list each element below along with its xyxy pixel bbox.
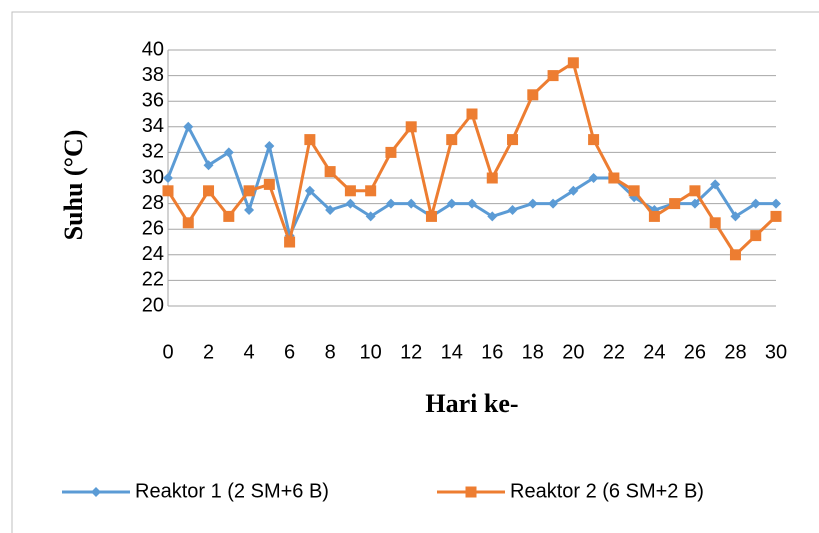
x-tick-label: 18 <box>522 341 544 363</box>
y-tick-label: 20 <box>142 294 164 316</box>
marker <box>406 198 417 209</box>
marker <box>324 166 336 178</box>
marker <box>608 172 620 184</box>
marker <box>527 89 539 101</box>
marker <box>750 198 761 209</box>
x-tick-label: 28 <box>724 341 746 363</box>
x-tick-label: 10 <box>360 341 382 363</box>
marker <box>425 210 437 222</box>
marker <box>568 185 579 196</box>
marker <box>507 134 519 146</box>
x-tick-label: 14 <box>441 341 463 363</box>
marker <box>344 185 356 197</box>
marker <box>729 249 741 261</box>
marker <box>325 205 336 215</box>
marker <box>182 217 194 229</box>
marker <box>163 173 173 183</box>
marker <box>304 134 316 146</box>
marker <box>710 179 721 190</box>
marker <box>730 211 741 222</box>
marker <box>345 198 356 209</box>
y-tick-label: 28 <box>142 192 164 214</box>
marker <box>162 185 174 197</box>
x-tick-label: 16 <box>481 341 503 363</box>
legend-label: Reaktor 1 (2 SM+6 B) <box>135 480 329 502</box>
legend-item: Reaktor 2 (6 SM+2 B) <box>437 480 704 502</box>
y-tick-label: 40 <box>142 38 164 60</box>
x-tick-label: 30 <box>765 341 787 363</box>
marker <box>689 185 701 197</box>
marker <box>548 198 559 209</box>
marker <box>648 210 660 222</box>
legend-marker <box>465 486 477 498</box>
marker <box>669 198 681 210</box>
x-tick-label: 20 <box>562 341 584 363</box>
marker <box>244 205 255 215</box>
x-axis-title: Hari ke- <box>425 389 518 418</box>
marker <box>567 57 579 69</box>
y-tick-label: 26 <box>142 217 164 239</box>
legend-marker <box>91 487 101 497</box>
marker <box>467 198 477 209</box>
marker <box>750 230 762 242</box>
marker <box>365 211 376 222</box>
x-tick-label: 6 <box>284 341 295 363</box>
marker <box>588 173 599 183</box>
x-tick-label: 24 <box>643 341 665 363</box>
x-tick-label: 2 <box>203 341 214 363</box>
y-tick-label: 34 <box>142 115 164 137</box>
marker <box>385 146 397 158</box>
marker <box>446 198 457 209</box>
y-tick-label: 36 <box>142 89 164 111</box>
marker <box>771 198 781 209</box>
y-tick-label: 30 <box>142 166 164 188</box>
marker <box>507 205 518 215</box>
marker <box>365 185 377 197</box>
marker <box>284 236 296 248</box>
marker <box>263 178 275 190</box>
y-tick-label: 24 <box>142 243 164 265</box>
marker <box>223 210 235 222</box>
marker <box>264 141 275 151</box>
marker <box>304 185 315 196</box>
y-tick-label: 22 <box>142 269 164 291</box>
legend-label: Reaktor 2 (6 SM+2 B) <box>510 480 704 502</box>
marker <box>770 210 782 222</box>
x-tick-label: 22 <box>603 341 625 363</box>
y-tick-label: 32 <box>142 141 164 163</box>
marker <box>385 198 396 209</box>
y-tick-label: 38 <box>142 64 164 86</box>
x-tick-label: 8 <box>325 341 336 363</box>
marker <box>487 211 498 222</box>
marker <box>588 134 600 146</box>
x-tick-label: 26 <box>684 341 706 363</box>
legend-item: Reaktor 1 (2 SM+6 B) <box>62 480 329 502</box>
x-tick-label: 4 <box>244 341 255 363</box>
marker <box>709 217 721 229</box>
x-tick-label: 12 <box>400 341 422 363</box>
y-axis-title: Suhu (°C) <box>59 130 88 241</box>
marker <box>183 121 194 132</box>
series <box>162 57 782 261</box>
marker <box>223 147 234 158</box>
marker <box>405 121 417 133</box>
marker <box>466 108 478 120</box>
marker <box>486 172 498 184</box>
x-tick-label: 0 <box>162 341 173 363</box>
marker <box>446 134 458 146</box>
chart-frame <box>11 11 819 533</box>
marker <box>243 185 255 197</box>
marker <box>547 70 559 82</box>
marker <box>689 198 700 209</box>
marker <box>203 160 214 171</box>
marker <box>527 198 538 209</box>
marker <box>203 185 215 197</box>
marker <box>628 185 640 197</box>
